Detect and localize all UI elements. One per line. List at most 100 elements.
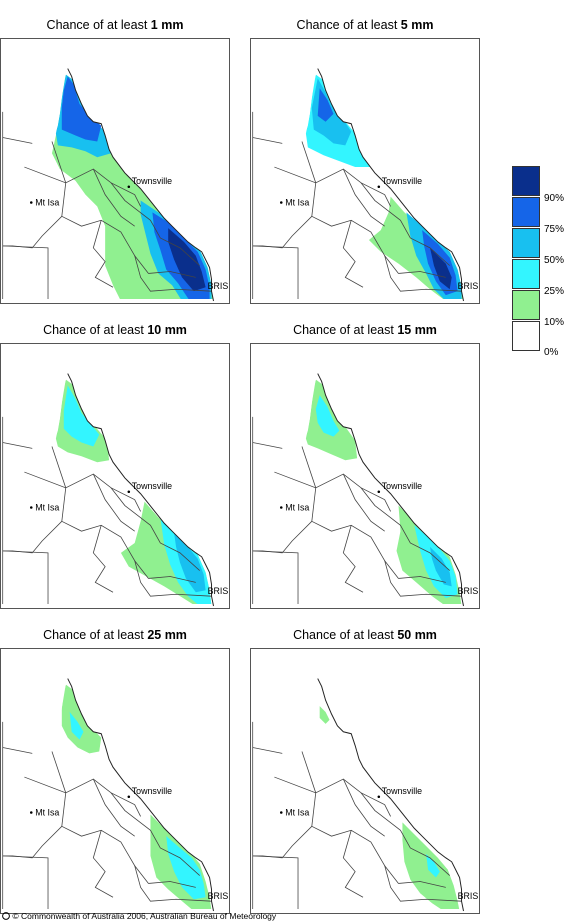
- region-border: [252, 826, 313, 859]
- region-border: [398, 271, 446, 278]
- region-border: [148, 576, 196, 583]
- region-border: [92, 473, 135, 532]
- panel-title: Chance of at least 10 mm: [43, 323, 187, 337]
- map-frame: Townsville Mt Isa BRIS: [250, 343, 480, 609]
- region-border: [2, 442, 33, 449]
- region-border: [301, 446, 399, 579]
- region-border: [110, 792, 200, 876]
- region-border: [360, 487, 450, 571]
- townsville-label: Townsville: [382, 176, 422, 186]
- panel-title: Chance of at least 15 mm: [293, 323, 437, 337]
- legend-label: 0%: [544, 347, 559, 358]
- panel-title: Chance of at least 5 mm: [296, 18, 434, 32]
- queensland-map: Townsville Mt Isa BRIS: [252, 68, 479, 302]
- region-border: [51, 446, 149, 579]
- legend-label: 25%: [544, 286, 565, 297]
- region-border: [92, 778, 135, 837]
- region-border: [2, 245, 49, 300]
- region-border: [2, 826, 63, 859]
- region-border: [92, 168, 135, 227]
- mt-isa-label: Mt Isa: [35, 807, 59, 817]
- mt-isa-dot: [29, 201, 33, 204]
- region-border: [148, 881, 196, 888]
- region-border: [92, 830, 114, 898]
- region-border: [398, 881, 446, 888]
- probability-zone: [174, 533, 206, 593]
- bris-label: BRIS: [458, 586, 479, 596]
- region-border: [2, 521, 63, 554]
- townsville-dot: [377, 185, 381, 189]
- legend-label: 50%: [544, 255, 565, 266]
- probability-zone: [315, 395, 340, 437]
- region-border: [110, 182, 200, 266]
- mt-isa-label: Mt Isa: [35, 502, 59, 512]
- region-border: [274, 776, 391, 817]
- region-border: [274, 166, 391, 207]
- mt-isa-label: Mt Isa: [35, 197, 59, 207]
- region-border: [51, 141, 149, 274]
- townsville-label: Townsville: [382, 481, 422, 491]
- region-border: [301, 141, 399, 274]
- probability-zones: [55, 379, 212, 607]
- region-border: [252, 747, 283, 754]
- region-border: [252, 137, 283, 144]
- probability-zones: [51, 74, 214, 302]
- region-border: [384, 255, 462, 292]
- probability-zone: [430, 546, 452, 587]
- region-border: [92, 220, 114, 288]
- queensland-map: Townsville Mt Isa BRIS: [252, 373, 479, 607]
- region-border: [148, 271, 196, 278]
- region-border: [342, 220, 364, 288]
- coastline: [317, 68, 464, 302]
- probability-zone: [61, 76, 102, 142]
- region-border: [134, 865, 212, 902]
- mt-isa-label: Mt Isa: [285, 502, 309, 512]
- region-border: [252, 245, 299, 300]
- probability-zones: [61, 684, 212, 912]
- panel-title: Chance of at least 50 mm: [293, 628, 437, 642]
- bris-label: BRIS: [208, 586, 229, 596]
- region-border: [134, 255, 212, 292]
- region-border: [2, 137, 33, 144]
- region-border: [2, 747, 33, 754]
- legend-swatch-10: [512, 290, 540, 320]
- region-border: [360, 792, 450, 876]
- townsville-label: Townsville: [132, 176, 172, 186]
- queensland-map: Townsville Mt Isa BRIS: [2, 68, 228, 302]
- map-frame: Townsville Mt Isa BRIS: [0, 343, 230, 609]
- panel-title: Chance of at least 25 mm: [43, 628, 187, 642]
- probability-zone: [426, 853, 440, 878]
- queensland-map: Townsville Mt Isa BRIS: [252, 678, 479, 912]
- legend-label: 90%: [544, 193, 565, 204]
- mt-isa-dot: [279, 811, 283, 814]
- region-border: [2, 216, 63, 249]
- region-border: [342, 830, 364, 898]
- probability-zone: [61, 684, 102, 754]
- townsville-label: Townsville: [132, 481, 172, 491]
- probability-zone: [319, 706, 330, 724]
- legend-swatch-75: [512, 197, 540, 227]
- region-border: [398, 576, 446, 583]
- legend-swatch-50: [512, 228, 540, 258]
- coastline: [67, 678, 214, 912]
- region-border: [92, 525, 114, 593]
- region-border: [252, 521, 313, 554]
- region-border: [384, 865, 462, 902]
- townsville-dot: [377, 795, 381, 799]
- bris-label: BRIS: [458, 281, 479, 291]
- coastline: [317, 373, 464, 607]
- map-frame: Townsville Mt Isa BRIS: [0, 38, 230, 304]
- legend-swatch-90: [512, 166, 540, 196]
- mt-isa-dot: [29, 811, 33, 814]
- copyright-footer: © Commonwealth of Australia 2006, Austra…: [2, 911, 276, 921]
- probability-zones: [319, 706, 460, 912]
- copyright-icon: [2, 912, 10, 920]
- bris-label: BRIS: [458, 891, 479, 901]
- region-border: [2, 855, 49, 910]
- probability-zone: [168, 228, 206, 292]
- region-border: [252, 216, 313, 249]
- mt-isa-dot: [279, 201, 283, 204]
- probability-zones: [305, 379, 462, 607]
- region-border: [252, 855, 299, 910]
- coastline: [317, 678, 464, 912]
